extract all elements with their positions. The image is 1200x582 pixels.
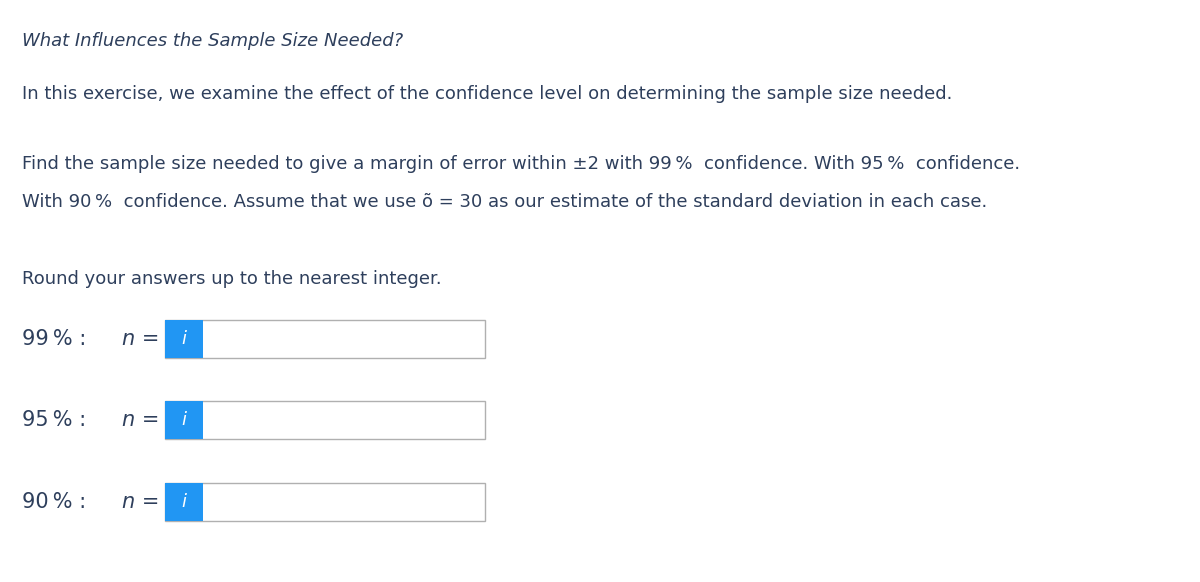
Text: 99 % :: 99 % : (22, 329, 86, 349)
FancyBboxPatch shape (166, 483, 203, 521)
Text: Find the sample size needed to give a margin of error within ±2 with 99 %  confi: Find the sample size needed to give a ma… (22, 155, 1020, 173)
FancyBboxPatch shape (166, 320, 203, 358)
Text: i: i (181, 493, 186, 511)
FancyBboxPatch shape (166, 483, 485, 521)
Text: n =: n = (122, 410, 160, 431)
Text: In this exercise, we examine the effect of the confidence level on determining t: In this exercise, we examine the effect … (22, 85, 953, 103)
Text: i: i (181, 411, 186, 430)
Text: Round your answers up to the nearest integer.: Round your answers up to the nearest int… (22, 270, 442, 288)
Text: With 90 %  confidence. Assume that we use õ = 30 as our estimate of the standard: With 90 % confidence. Assume that we use… (22, 193, 988, 211)
Text: n =: n = (122, 329, 160, 349)
FancyBboxPatch shape (166, 402, 203, 439)
Text: 95 % :: 95 % : (22, 410, 86, 431)
Text: n =: n = (122, 492, 160, 512)
FancyBboxPatch shape (166, 402, 485, 439)
Text: What Influences the Sample Size Needed?: What Influences the Sample Size Needed? (22, 32, 403, 50)
FancyBboxPatch shape (166, 320, 485, 358)
Text: i: i (181, 330, 186, 348)
Text: 90 % :: 90 % : (22, 492, 86, 512)
